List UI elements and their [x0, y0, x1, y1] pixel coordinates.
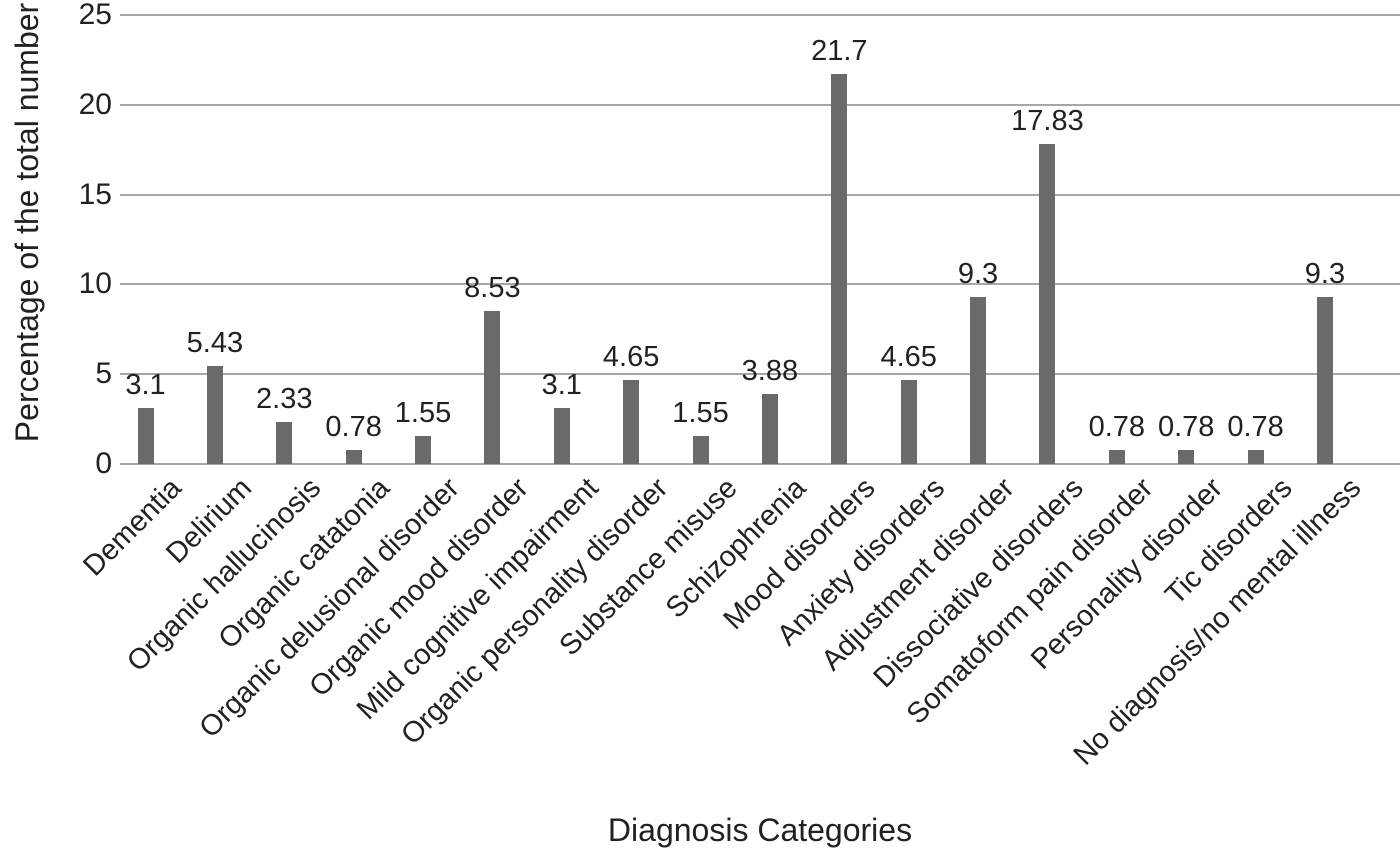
bar-value-label: 0.78 [1157, 410, 1215, 443]
y-tick-label-0: 0 [95, 447, 112, 480]
bar-value-label: 9.3 [1304, 257, 1346, 290]
gridline-10 [120, 283, 1400, 286]
bar [623, 380, 640, 464]
bar-value-label: 17.83 [1011, 104, 1084, 137]
bar [1039, 143, 1056, 464]
x-axis-title: Diagnosis Categories [607, 812, 913, 848]
bar [137, 408, 154, 464]
gridline-15 [120, 193, 1400, 196]
bar-value-label: 1.55 [394, 397, 452, 430]
gridline-25 [120, 14, 1400, 16]
bar-value-label: 3.1 [125, 369, 166, 402]
bar-value-label: 4.65 [602, 341, 660, 374]
bar [831, 74, 848, 464]
bar-value-label: 4.65 [880, 341, 937, 374]
y-tick-label-10: 10 [78, 267, 112, 301]
gridline-20 [120, 103, 1400, 106]
bar [970, 296, 987, 464]
category-label: Dementia [77, 472, 189, 583]
bar [484, 310, 501, 464]
bar-value-label: 0.78 [1088, 410, 1146, 443]
bar [415, 436, 432, 464]
bar-value-label: 3.88 [741, 355, 799, 388]
y-tick-label-5: 5 [95, 357, 112, 391]
bar-value-label: 21.7 [811, 35, 868, 68]
gridline-5 [120, 373, 1400, 376]
bar-value-label: 3.1 [541, 369, 582, 402]
bar [1316, 296, 1333, 464]
bar-value-label: 1.55 [672, 397, 729, 430]
y-tick-label-20: 20 [78, 87, 112, 121]
bar [1247, 449, 1264, 464]
bar [761, 394, 778, 464]
bar [276, 422, 293, 464]
bar-value-label: 8.53 [464, 271, 521, 304]
gridline-0 [120, 463, 1400, 465]
bar [345, 449, 362, 464]
bar-value-label: 5.43 [186, 327, 244, 360]
bar [206, 366, 223, 464]
bar-value-label: 9.3 [957, 257, 999, 290]
bar-value-label: 2.33 [256, 383, 313, 416]
y-tick-label-15: 15 [78, 177, 112, 211]
bar [1178, 449, 1195, 464]
bar [553, 408, 570, 464]
bar [1108, 449, 1125, 464]
bar [900, 380, 917, 464]
y-tick-label-25: 25 [78, 0, 112, 31]
bar-value-label: 0.78 [1227, 410, 1284, 443]
bar-value-label: 0.78 [325, 410, 382, 443]
bar [692, 436, 709, 464]
